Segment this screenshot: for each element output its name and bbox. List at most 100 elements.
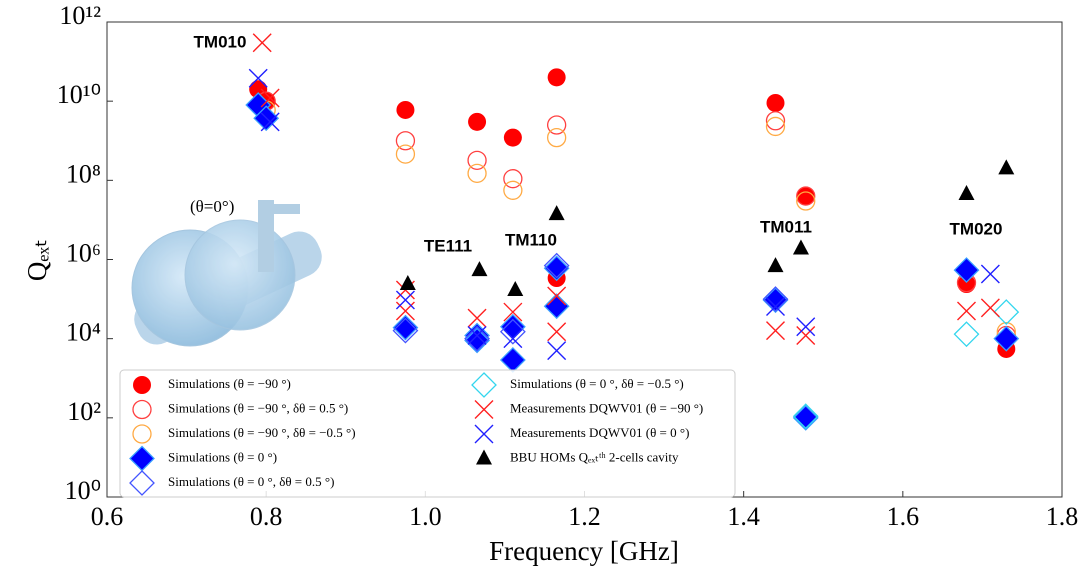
point [792,239,809,255]
point [765,111,786,131]
x-tick-label: 1.4 [727,502,760,531]
point [993,325,1020,352]
point [957,301,976,321]
point [792,403,819,430]
point [467,308,487,328]
point [503,180,523,200]
point [464,327,490,354]
y-tick-label: 10⁸ [66,159,101,188]
point [766,93,785,112]
point [396,100,415,119]
legend-label: Simulations (θ = 0 °) [168,449,277,464]
x-tick-label: 1.2 [568,502,601,531]
point [543,255,570,282]
point [260,88,280,108]
legend-label: Simulations (θ = −90 °, δθ = −0.5 °) [168,425,356,440]
legend: Simulations (θ = −90 °) Simulations (θ = … [119,369,736,498]
point [547,68,566,87]
point [395,131,416,151]
point [499,347,526,373]
point [980,264,1000,284]
point [998,159,1015,175]
point [953,321,980,348]
point [762,286,789,313]
legend-box [119,369,736,498]
y-tick-label: 10¹² [59,1,101,30]
point [260,112,280,132]
point [543,252,570,279]
point [953,257,980,284]
annotation: TE111 [424,236,472,255]
point [467,163,487,184]
y-tick-label: 10⁴ [66,318,101,347]
point [467,326,487,346]
x-tick-label: 1.6 [887,502,920,531]
y-axis-label: Qₑₓₜ [22,239,52,281]
legend-marker [474,424,494,444]
point [796,326,816,346]
legend-marker [474,400,494,419]
point [546,115,567,135]
point [503,329,523,349]
point [796,191,816,211]
point [392,314,419,341]
y-tick-label: 10² [67,397,101,426]
legend-label: Simulations (θ = 0 °, δθ = 0.5 °) [168,474,334,489]
point [767,257,784,273]
point [395,144,416,164]
legend-label: Measurements DQWV01 (θ = 0 °) [510,425,689,440]
point [958,185,975,201]
point [395,290,415,310]
point [464,325,490,352]
point [765,116,786,137]
point [248,68,268,88]
point [993,299,1020,325]
point [252,33,272,53]
point [980,298,1000,318]
x-tick-label: 1.0 [409,502,442,531]
x-tick-label: 1.8 [1046,502,1079,531]
legend-marker [133,376,151,394]
inset-label: (θ=0°) [190,197,234,216]
legend-marker [471,372,497,398]
legend-label: Simulations (θ = 0 °, δθ = −0.5 °) [510,376,684,391]
point [503,302,523,322]
y-tick-label: 10¹⁰ [57,80,101,109]
point [503,169,523,189]
legend-marker [476,449,492,465]
legend-marker [132,424,152,444]
point [547,286,567,306]
annotation: TM110 [505,230,557,249]
point [543,293,570,320]
legend-marker [132,399,152,420]
point [762,287,789,314]
point [467,150,487,170]
point [792,404,819,431]
point [796,187,815,206]
point [471,261,488,277]
point [548,205,565,221]
point [766,296,785,316]
legend-label: Measurements DQWV01 (θ = −90 °) [510,400,703,415]
annotation: TM020 [950,219,1003,238]
point [796,317,816,337]
point [766,321,785,341]
legend-label: BBU HOMs Qₑₓₜᵗʰ 2-cells cavity [510,449,679,464]
point [547,341,567,361]
annotation: TM011 [760,217,812,236]
point [503,128,522,147]
point [399,275,416,291]
point [546,127,567,148]
x-axis-label: Frequency [GHz] [489,536,679,566]
point [468,112,487,131]
legend-marker [129,470,155,496]
point [392,317,419,344]
x-tick-label: 0.6 [91,502,124,531]
annotation: TM010 [194,32,247,51]
y-tick-label: 10⁰ [65,476,101,505]
cavity-illustration [131,200,322,347]
y-tick-label: 10⁶ [66,238,101,267]
x-tick-label: 0.8 [250,502,283,531]
legend-label: Simulations (θ = −90 °) [168,376,291,391]
